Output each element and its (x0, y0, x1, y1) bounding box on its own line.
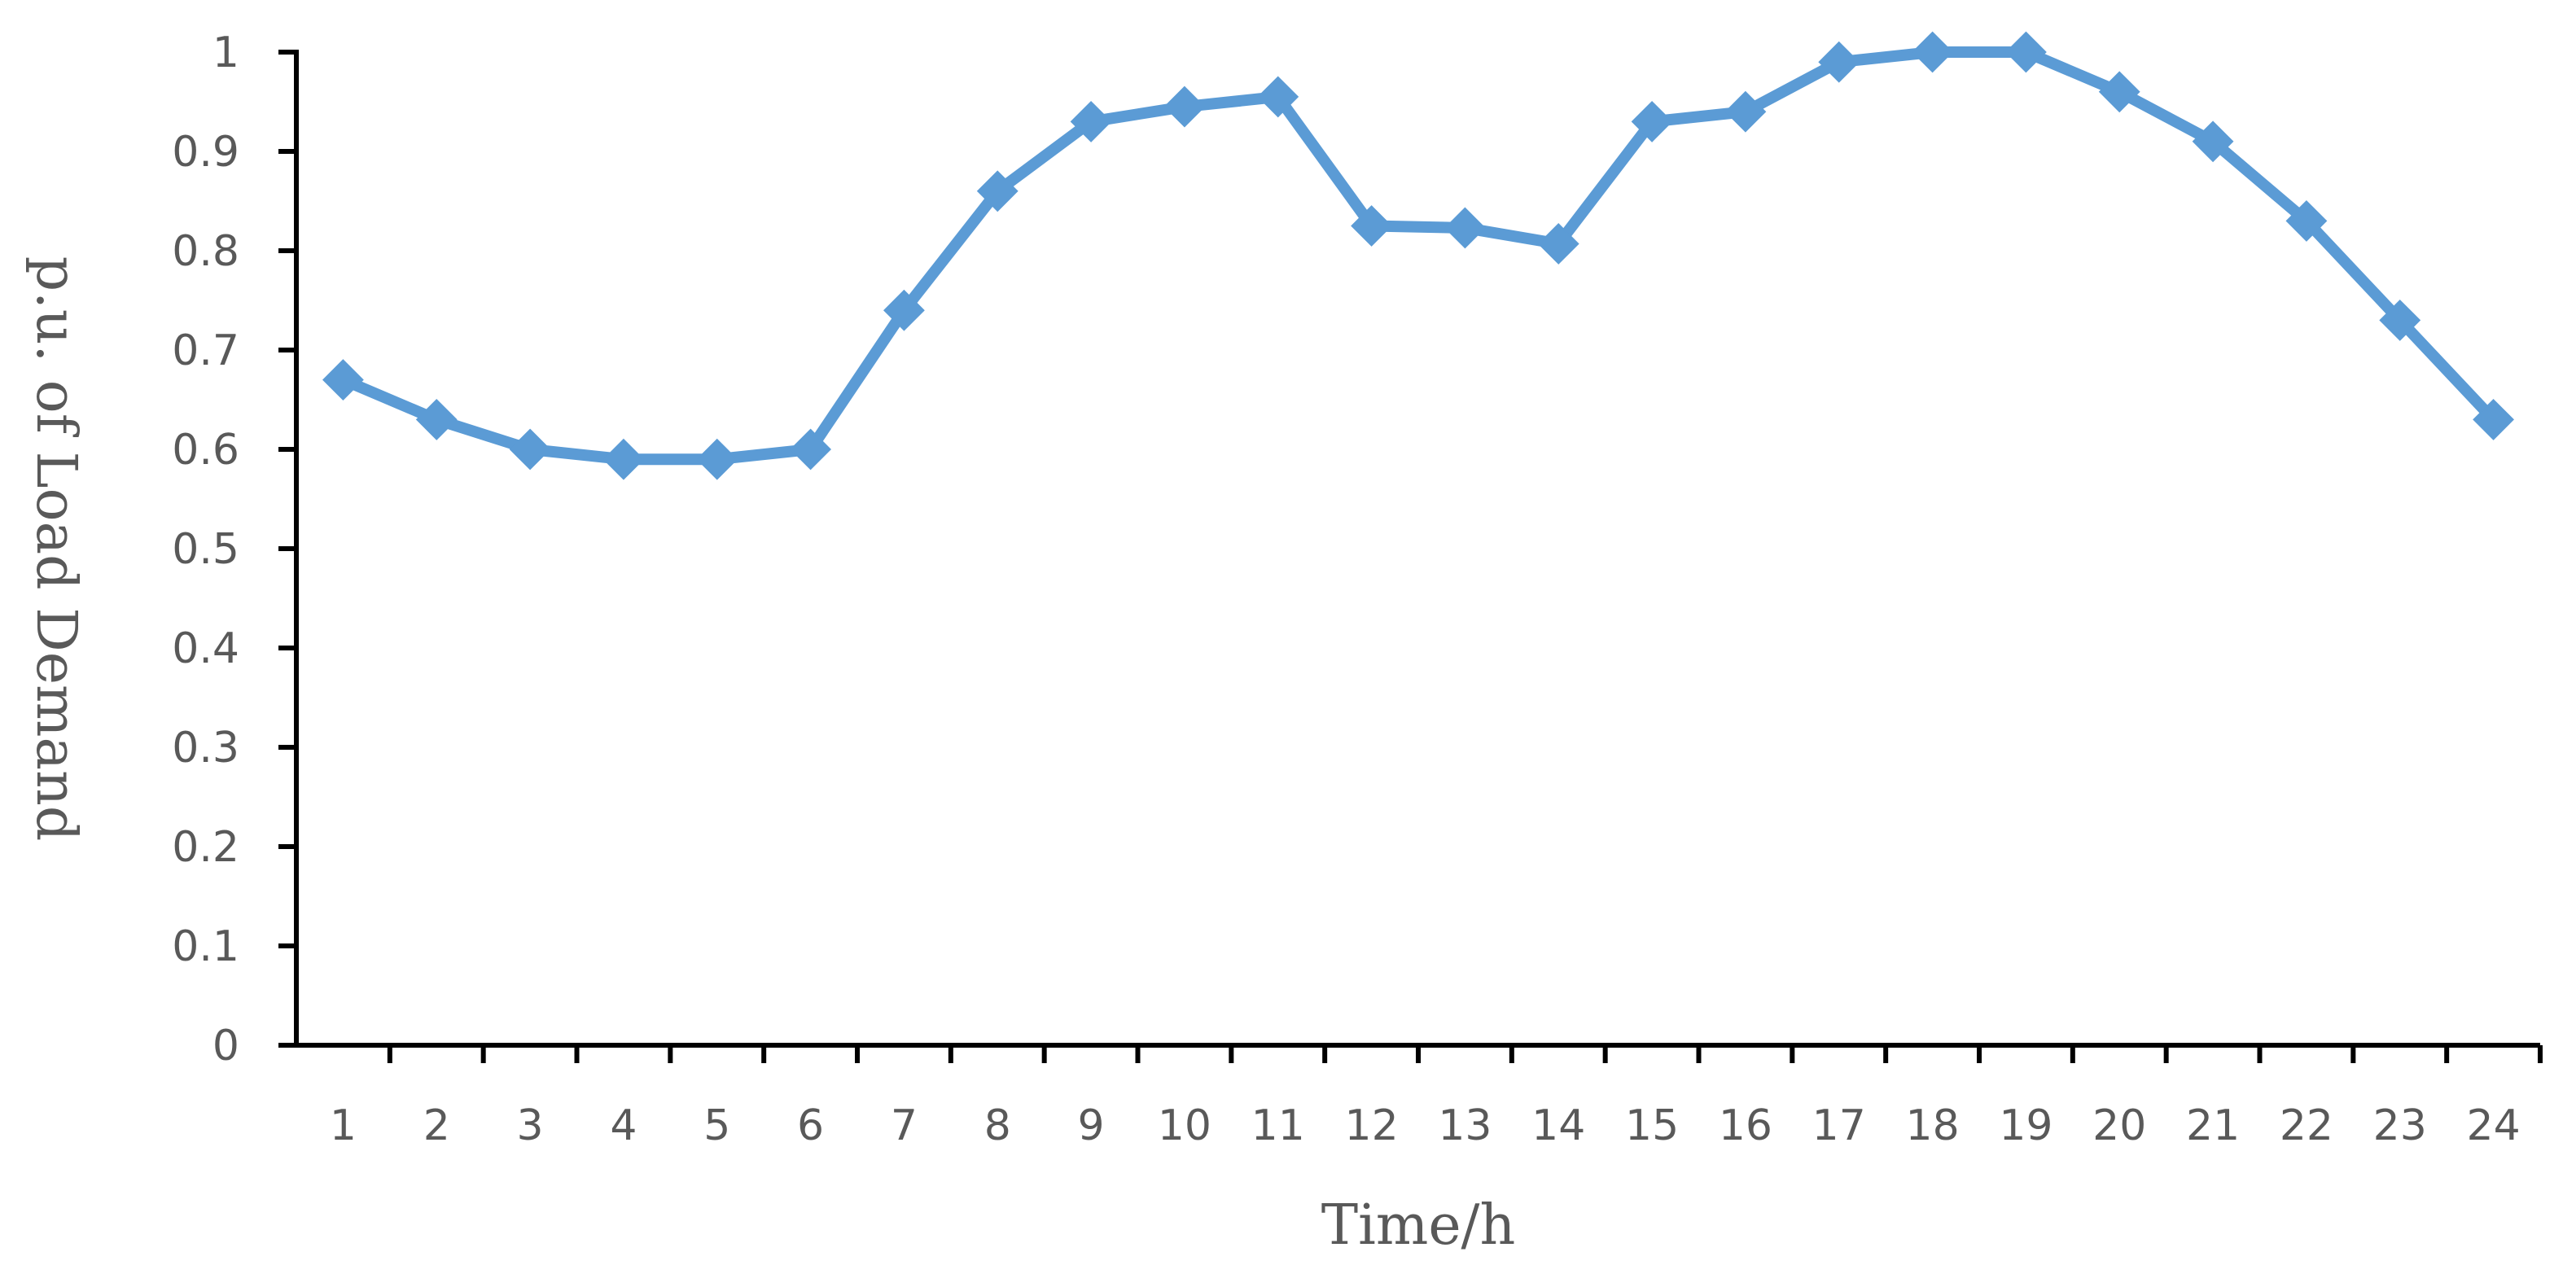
y-tick-label: 0.7 (172, 326, 239, 375)
data-point-marker (1537, 223, 1579, 265)
y-axis-title: p.u. of Load Demand (24, 256, 88, 842)
y-axis-ticks: 0 0.1 0.2 0.3 0.4 0.5 0.6 0.7 0.8 0.9 1 (172, 28, 296, 1070)
y-tick-label: 0.2 (172, 823, 239, 872)
x-tick-label: 21 (2186, 1101, 2240, 1150)
data-point-marker (322, 359, 364, 401)
data-point-marker (602, 438, 645, 480)
data-point-marker (415, 398, 458, 440)
x-tick-label: 20 (2092, 1101, 2146, 1150)
data-point-marker (790, 428, 831, 471)
series-line (337, 46, 2499, 466)
x-tick-label: 16 (1719, 1101, 1772, 1150)
y-tick-label: 0.3 (172, 724, 239, 773)
data-point-marker (696, 438, 738, 480)
x-tick-label: 12 (1344, 1101, 1398, 1150)
data-point-marker (1257, 76, 1299, 118)
data-point-marker (1163, 85, 1206, 128)
x-tick-label: 5 (703, 1101, 730, 1150)
data-point-marker (2473, 398, 2514, 440)
data-point-marker (1444, 207, 1486, 249)
data-point-marker (2379, 299, 2421, 341)
x-tick-label: 24 (2466, 1101, 2520, 1150)
x-tick-label: 18 (1905, 1101, 1959, 1150)
y-tick-label: 0.9 (172, 128, 239, 177)
y-tick-label: 0 (212, 1022, 239, 1070)
x-tick-label: 17 (1812, 1101, 1866, 1150)
data-point-marker (976, 170, 1019, 212)
data-point-marker (1351, 205, 1392, 247)
data-point-marker (509, 428, 551, 471)
data-point-marker (1818, 41, 1860, 83)
x-tick-label: 3 (517, 1101, 544, 1150)
x-tick-label: 7 (891, 1101, 918, 1150)
x-tick-label: 22 (2280, 1101, 2333, 1150)
x-tick-label: 13 (1438, 1101, 1492, 1150)
data-point-marker (2005, 31, 2047, 73)
x-tick-label: 8 (984, 1101, 1011, 1150)
y-tick-label: 0.4 (172, 624, 239, 673)
data-point-marker (2098, 71, 2140, 113)
data-point-marker (883, 289, 925, 331)
data-point-marker (1724, 90, 1767, 133)
x-tick-label: 19 (1999, 1101, 2052, 1150)
x-tick-label: 4 (610, 1101, 637, 1150)
y-tick-label: 1 (212, 28, 239, 77)
series-layer (322, 31, 2514, 480)
x-tick-label: 6 (797, 1101, 824, 1150)
y-tick-label: 0.5 (172, 525, 239, 574)
x-axis-ticks: 1 2 3 4 5 6 7 8 9 10 11 12 13 14 15 16 17 18 19 20 21 22 23 24 (330, 1045, 2543, 1150)
x-axis-title: Time/h (1321, 1193, 1516, 1258)
y-tick-label: 0.6 (172, 426, 239, 475)
x-tick-label: 2 (423, 1101, 450, 1150)
x-tick-label: 11 (1251, 1101, 1305, 1150)
y-tick-label: 0.1 (172, 922, 239, 971)
data-point-marker (1070, 100, 1112, 142)
x-tick-label: 15 (1625, 1101, 1679, 1150)
y-tick-label: 0.8 (172, 227, 239, 276)
data-point-marker (1631, 100, 1673, 142)
x-tick-label: 14 (1531, 1101, 1585, 1150)
data-point-marker (1912, 31, 1953, 73)
x-tick-label: 23 (2373, 1101, 2427, 1150)
x-tick-label: 1 (330, 1101, 357, 1150)
data-point-marker (2285, 199, 2328, 242)
x-tick-label: 9 (1078, 1101, 1105, 1150)
data-point-marker (2192, 120, 2234, 163)
x-tick-label: 10 (1158, 1101, 1211, 1150)
